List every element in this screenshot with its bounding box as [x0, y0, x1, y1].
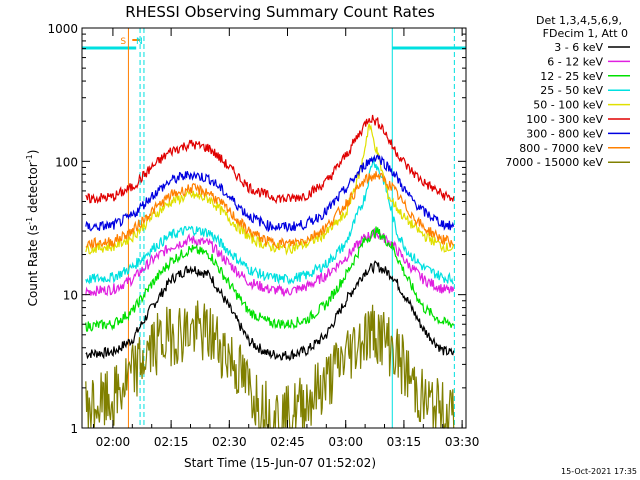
x-tick-label: 02:00	[96, 435, 131, 449]
y-tick-label: 10	[63, 289, 78, 303]
y-label-sup2: -1	[25, 154, 34, 162]
legend-label: 50 - 100 keV	[533, 99, 603, 112]
series-line	[85, 154, 455, 233]
y-axis: 1 10 100 1000	[47, 22, 466, 436]
y-tick-label: 1	[70, 422, 78, 436]
series-line	[85, 260, 455, 362]
legend-header-line2: FDecim 1, Att 0	[543, 27, 628, 40]
x-tick-label: 02:15	[154, 435, 189, 449]
plot-frame	[81, 27, 467, 429]
x-tick-label: 03:15	[387, 435, 422, 449]
series-line	[85, 114, 455, 205]
legend-label: 3 - 6 keV	[554, 41, 603, 54]
y-label-suffix: )	[26, 150, 40, 155]
x-tick-label: 03:00	[328, 435, 363, 449]
y-label-mid: detector	[26, 162, 40, 217]
x-axis: 02:00 02:15 02:30 02:45 03:00 03:15 03:30	[93, 28, 480, 449]
legend-header-line1: Det 1,3,4,5,6,9,	[536, 14, 622, 27]
legend-label: 800 - 7000 keV	[519, 142, 603, 155]
x-axis-label: Start Time (15-Jun-07 01:52:02)	[184, 456, 376, 470]
legend-label: 6 - 12 keV	[547, 55, 603, 68]
legend-label: 100 - 300 keV	[526, 113, 603, 126]
legend-label: 12 - 25 keV	[540, 70, 603, 83]
series-line	[85, 171, 455, 250]
y-label-sup1: -1	[25, 217, 34, 225]
timestamp: 15-Oct-2021 17:35	[561, 467, 637, 476]
series-line	[85, 300, 455, 429]
y-axis-label: Count Rate (s-1 detector-1)	[25, 150, 40, 307]
y-label-prefix: Count Rate (s	[26, 225, 40, 307]
y-tick-label: 100	[55, 155, 78, 169]
series-line	[85, 226, 455, 332]
legend-label: 300 - 800 keV	[526, 127, 603, 140]
series-line	[85, 157, 455, 286]
marker-label: S	[120, 37, 126, 47]
x-tick-label: 02:45	[270, 435, 305, 449]
chart-title: RHESSI Observing Summary Count Rates	[125, 3, 435, 21]
series-line	[85, 123, 455, 256]
legend-label: 25 - 50 keV	[540, 84, 603, 97]
x-tick-label: 03:30	[445, 435, 480, 449]
marker-label: N	[136, 37, 143, 47]
legend: Det 1,3,4,5,6,9, FDecim 1, Att 0 3 - 6 k…	[505, 14, 630, 169]
x-tick-label: 02:30	[212, 435, 247, 449]
y-tick-label: 1000	[47, 22, 78, 36]
legend-label: 7000 - 15000 keV	[505, 156, 603, 169]
